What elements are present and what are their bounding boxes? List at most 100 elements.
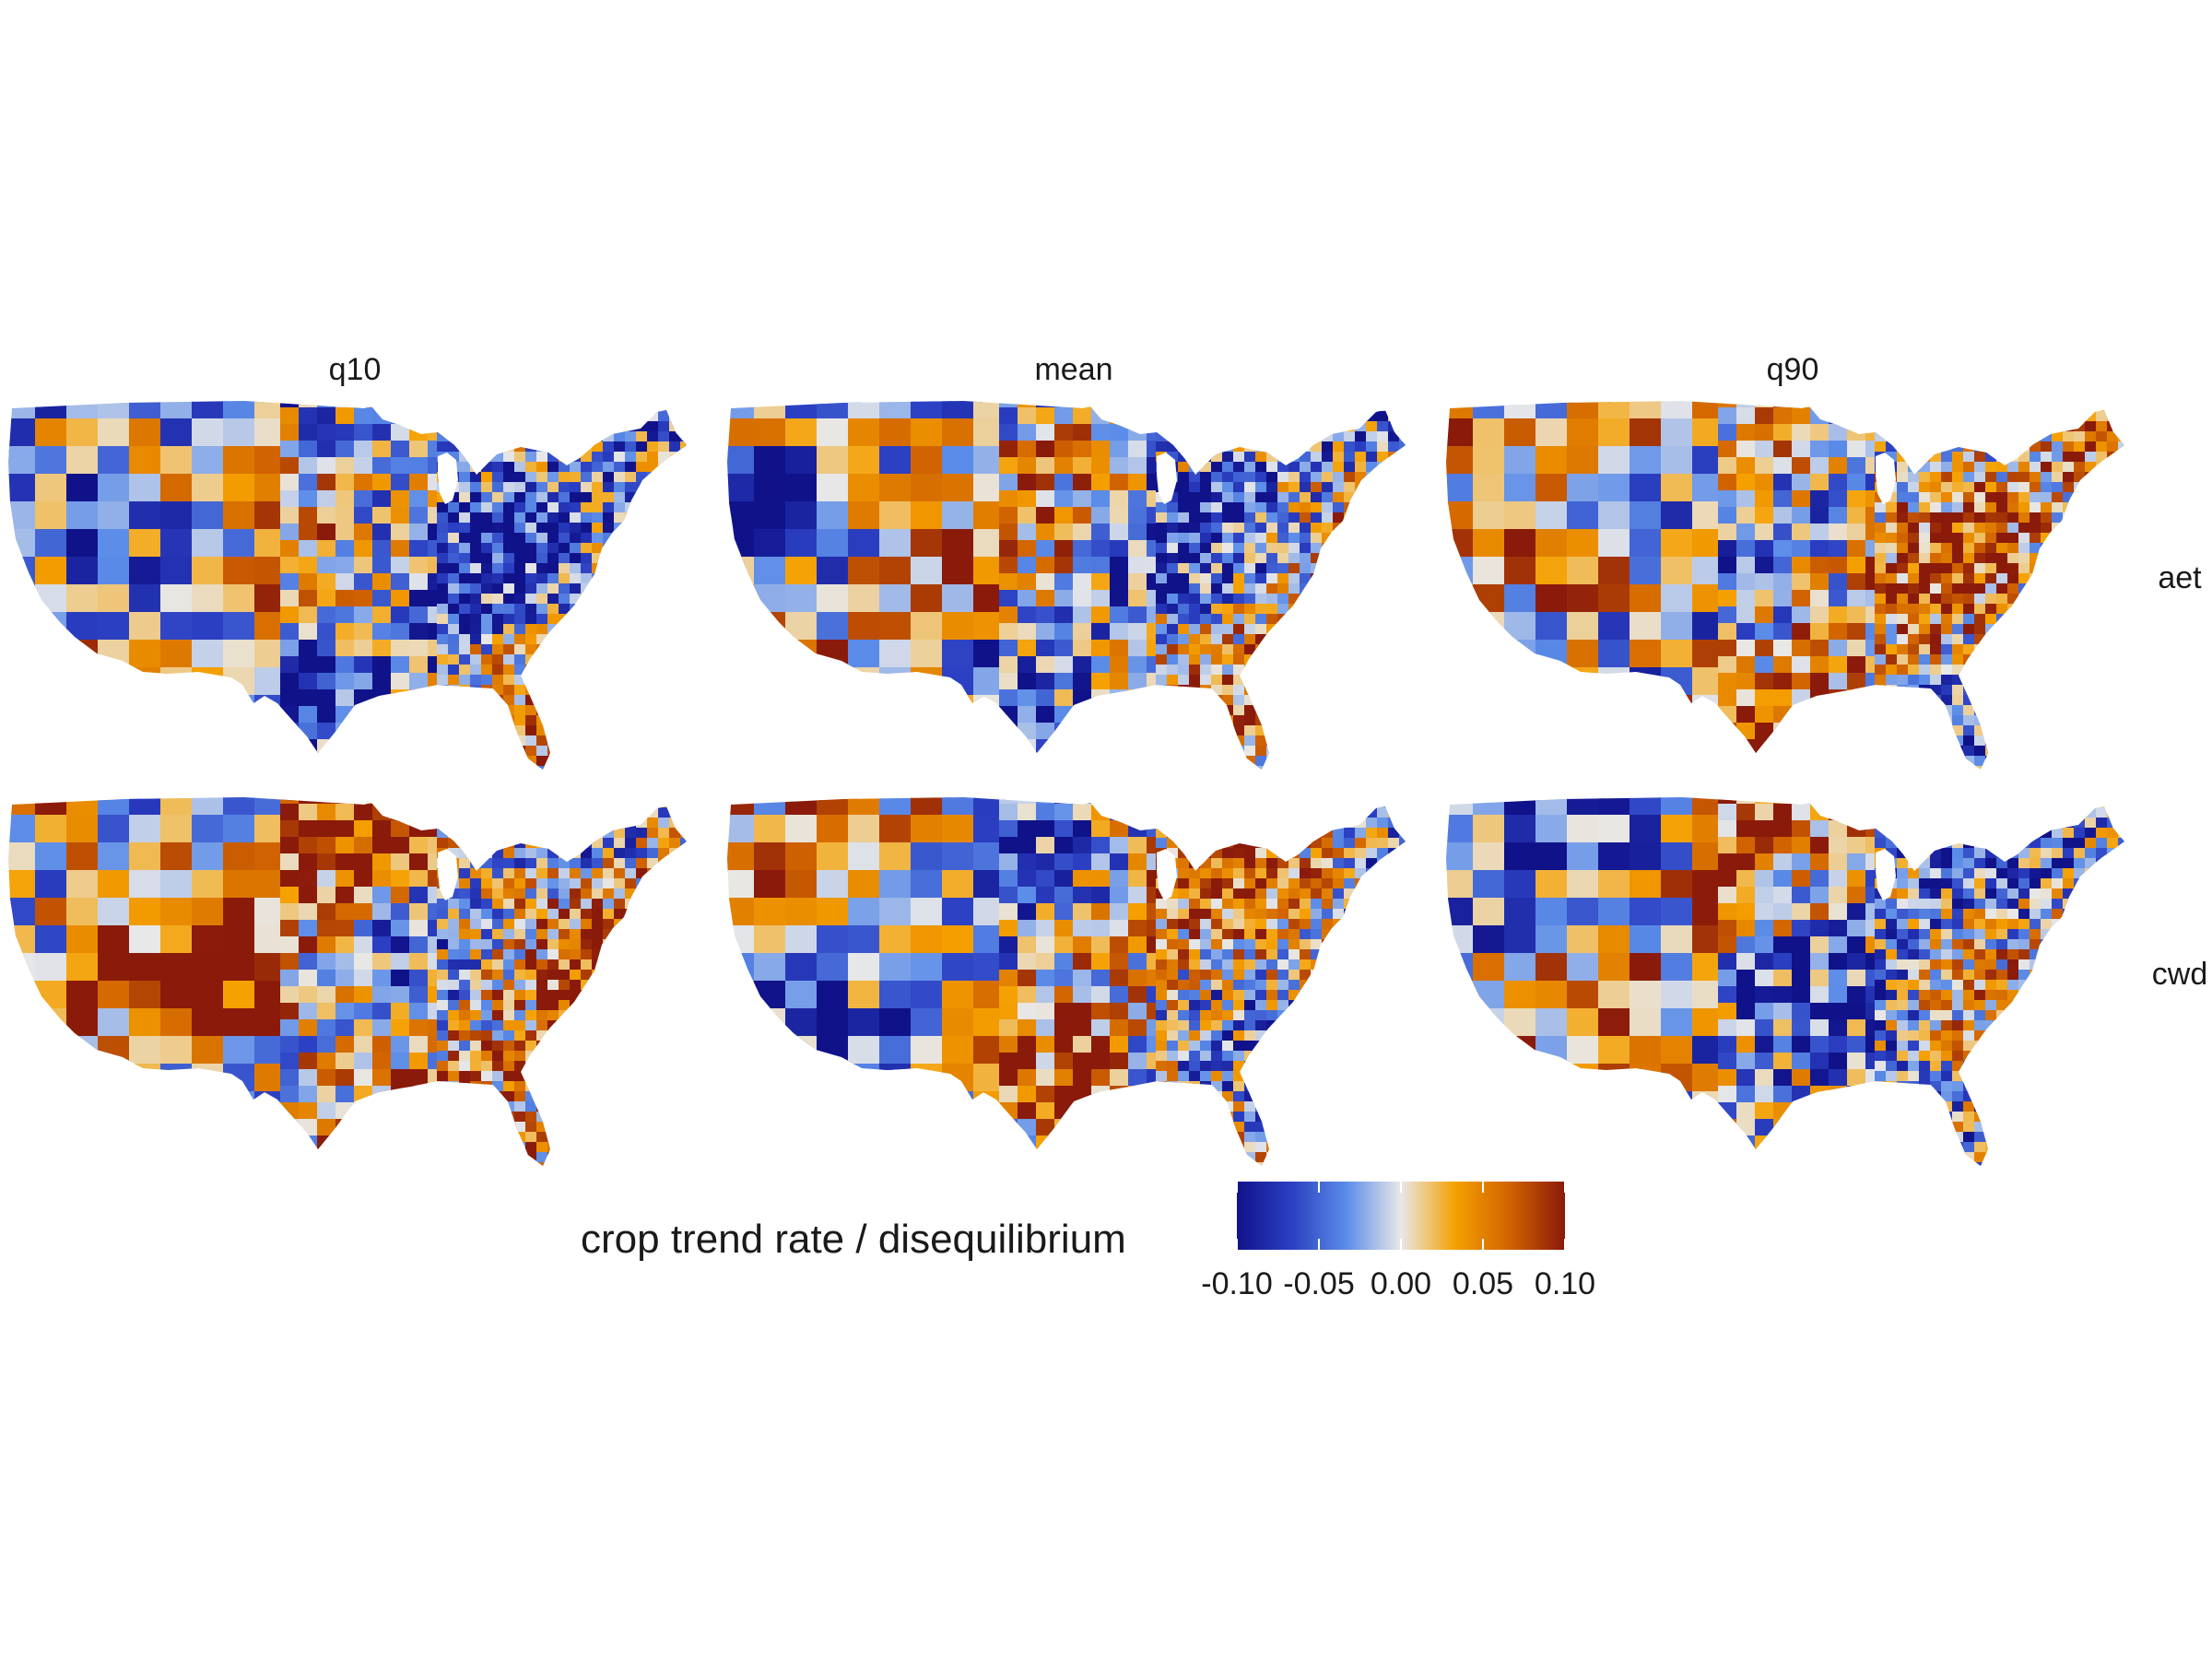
county-cell [1266, 543, 1279, 555]
county-cell [2140, 756, 2143, 768]
county-cell [525, 654, 538, 667]
county-cell [459, 1000, 472, 1012]
county-cell [754, 584, 787, 614]
county-cell [1128, 524, 1148, 542]
county-cell [459, 421, 472, 436]
county-cell [1875, 725, 1891, 738]
county-cell [547, 1000, 560, 1012]
county-cell [691, 441, 705, 455]
county-cell [1985, 624, 2002, 636]
county-cell [680, 756, 687, 768]
county-cell [1054, 540, 1075, 559]
county-cell [1311, 401, 1327, 413]
county-cell [1091, 424, 1114, 442]
county-cell [1847, 457, 1871, 477]
county-cell [1054, 457, 1076, 476]
county-cell [280, 1169, 300, 1175]
county-cell [1344, 553, 1359, 565]
county-cell [547, 644, 560, 657]
county-cell [2129, 746, 2142, 758]
county-cell [570, 970, 582, 982]
county-cell [1377, 563, 1390, 575]
county-cell [1718, 739, 1738, 760]
county-cell [702, 1041, 705, 1053]
county-cell [1167, 675, 1180, 687]
county-cell [2030, 735, 2045, 748]
county-cell [1974, 665, 1992, 677]
county-cell [1985, 634, 1998, 646]
county-cell [492, 512, 505, 524]
county-cell [492, 401, 510, 413]
county-cell [1996, 675, 2009, 687]
county-cell [481, 441, 499, 453]
county-cell [1018, 540, 1040, 559]
county-cell [1399, 573, 1406, 585]
county-cell [614, 1000, 628, 1014]
county-cell [1410, 502, 1423, 514]
county-cell [1277, 715, 1293, 732]
county-cell [1344, 533, 1357, 545]
county-cell [437, 401, 450, 413]
county-cell [614, 573, 627, 587]
county-cell [1167, 431, 1184, 443]
county-cell [2018, 502, 2031, 514]
county-cell [1277, 735, 1294, 751]
county-cell [2140, 665, 2143, 677]
county-cell [536, 502, 549, 514]
county-cell [1255, 431, 1272, 443]
county-cell [570, 624, 582, 636]
county-cell [1288, 512, 1302, 525]
county-cell [1355, 594, 1370, 606]
county-cell [1399, 421, 1406, 433]
county-cell [2085, 644, 2098, 658]
county-cell [1266, 705, 1279, 720]
county-cell [1875, 401, 1892, 413]
county-cell [437, 1030, 452, 1042]
county-cell [1897, 441, 1910, 454]
county-cell [2018, 685, 2034, 700]
county-cell [2063, 614, 2077, 626]
county-cell [658, 472, 675, 484]
county-cell [1311, 654, 1324, 666]
county-cell [658, 1000, 673, 1016]
county-cell [547, 959, 560, 971]
county-cell [481, 523, 494, 535]
county-cell [372, 723, 400, 741]
county-cell [1167, 654, 1180, 666]
county-cell [2052, 735, 2065, 751]
county-cell [691, 594, 705, 606]
county-cell [372, 903, 393, 922]
county-cell [1311, 715, 1324, 731]
county-cell [1355, 553, 1368, 565]
county-cell [625, 573, 638, 589]
county-cell [1930, 695, 1943, 711]
county-cell [1996, 411, 2009, 427]
county-cell [448, 634, 461, 648]
county-cell [658, 807, 671, 819]
county-cell [503, 746, 520, 758]
county-cell [614, 807, 627, 819]
county-cell [680, 1030, 687, 1042]
county-cell [459, 725, 472, 740]
county-cell [647, 523, 664, 535]
county-cell [2074, 492, 2087, 504]
county-cell [1897, 502, 1910, 514]
county-cell [1200, 614, 1213, 626]
county-cell [437, 573, 450, 585]
county-cell [1128, 689, 1148, 708]
county-cell [129, 953, 162, 982]
county-cell [625, 583, 641, 598]
county-cell [691, 492, 705, 507]
county-cell [1091, 723, 1117, 741]
county-cell [614, 959, 627, 976]
county-cell [459, 1061, 472, 1073]
county-cell [1388, 462, 1401, 475]
county-cell [702, 563, 705, 576]
county-cell [335, 507, 356, 525]
county-cell [372, 640, 393, 658]
county-cell [1919, 431, 1936, 446]
county-cell [1886, 614, 1899, 626]
county-cell [2118, 675, 2124, 687]
county-cell [1985, 604, 1999, 616]
county-cell [2074, 705, 2087, 717]
